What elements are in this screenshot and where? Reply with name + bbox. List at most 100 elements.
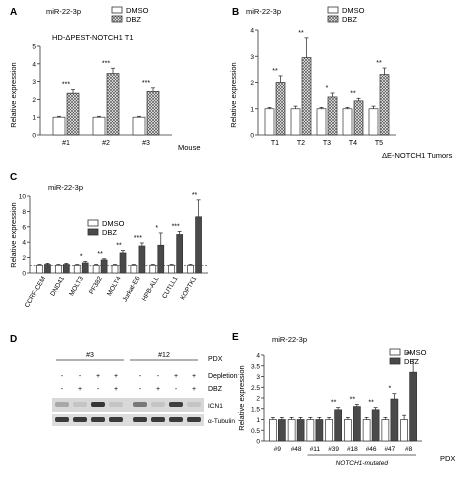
bar-dmso bbox=[130, 264, 138, 274]
lane-mark: - bbox=[79, 373, 82, 380]
lane-mark: + bbox=[96, 373, 100, 380]
category-label: T1 bbox=[271, 140, 279, 147]
bar-dbz bbox=[138, 245, 146, 274]
lane-mark: - bbox=[139, 373, 142, 380]
panel-a-subtitle: HD-ΔPEST-NOTCH1 T1 bbox=[52, 33, 134, 42]
significance-marker: *** bbox=[102, 60, 110, 67]
legend-dmso-swatch bbox=[111, 6, 123, 14]
y-tick-label: 2.5 bbox=[251, 385, 260, 392]
y-tick-label: 0 bbox=[250, 133, 254, 140]
y-tick-label: 8 bbox=[22, 209, 26, 216]
panel-b-title: miR-22-3p bbox=[246, 7, 281, 16]
significance-marker: ** bbox=[97, 251, 103, 258]
tubulin-band bbox=[187, 417, 201, 422]
bar-dmso bbox=[264, 108, 275, 136]
bar-dbz bbox=[100, 259, 108, 274]
category-label: #18 bbox=[347, 446, 358, 453]
icn1-band bbox=[133, 402, 147, 407]
bar-dbz bbox=[44, 264, 51, 274]
legend-dbz-swatch bbox=[111, 15, 123, 23]
group-axis-label: PDX bbox=[208, 356, 223, 363]
bar-dmso bbox=[400, 419, 408, 442]
bar-dmso bbox=[316, 108, 327, 136]
tubulin-band bbox=[73, 417, 87, 422]
tubulin-strip bbox=[52, 414, 204, 426]
panel-label-a: A bbox=[10, 7, 17, 18]
bar-dbz bbox=[409, 371, 417, 442]
lane-mark: - bbox=[175, 386, 178, 393]
bar-dbz bbox=[62, 264, 70, 274]
legend-dbz-label: DBZ bbox=[404, 357, 419, 366]
bar-dmso bbox=[92, 264, 100, 274]
legend-dbz-label: DBZ bbox=[126, 15, 141, 24]
legend-dbz-swatch bbox=[389, 357, 401, 365]
legend-dmso-label: DMSO bbox=[342, 6, 365, 15]
icn1-band bbox=[55, 402, 69, 407]
bar-dmso bbox=[368, 108, 379, 136]
y-tick-label: 2 bbox=[250, 80, 254, 87]
lane-mark: - bbox=[139, 386, 142, 393]
significance-marker: *** bbox=[142, 80, 150, 87]
lane-mark: + bbox=[174, 373, 178, 380]
icn1-band bbox=[151, 402, 165, 407]
lane-mark: - bbox=[157, 373, 160, 380]
icn1-band bbox=[73, 402, 87, 407]
significance-marker: *** bbox=[62, 82, 70, 89]
category-label: #48 bbox=[291, 446, 302, 453]
bar-dmso bbox=[54, 264, 62, 274]
category-label: #1 bbox=[62, 140, 70, 147]
category-label: #3 bbox=[142, 140, 150, 147]
bar-dbz bbox=[301, 57, 312, 136]
bar-dmso bbox=[92, 116, 106, 136]
panel-c-plot: 0 2 4 6 8 10 CCRF-CEM DND41 * MOLT3 ** PF382 ** MOLT4… bbox=[19, 192, 208, 309]
significance-marker: ** bbox=[192, 192, 198, 199]
category-label: #47 bbox=[384, 446, 395, 453]
bar-dbz bbox=[66, 92, 80, 136]
category-label: MOLT3 bbox=[68, 275, 85, 297]
category-label: #39 bbox=[328, 446, 339, 453]
panel-a: miR-22-3p HD-ΔPEST-NOTCH1 T1 DMSO DBZ Re… bbox=[9, 6, 201, 152]
panel-a-title: miR-22-3p bbox=[46, 7, 81, 16]
bar-dbz bbox=[176, 234, 184, 274]
panel-c: miR-22-3p DMSO DBZ Relative expression 0… bbox=[9, 183, 208, 309]
panel-label-c: C bbox=[10, 172, 17, 183]
lane-mark: + bbox=[192, 386, 196, 393]
y-tick-label: 3 bbox=[250, 54, 254, 61]
bar-dbz bbox=[275, 82, 286, 136]
significance-marker: * bbox=[389, 386, 392, 393]
y-tick-label: 2 bbox=[32, 97, 36, 104]
significance-marker: ** bbox=[116, 243, 122, 250]
category-label: PF382 bbox=[88, 275, 104, 295]
legend-dmso-label: DMSO bbox=[404, 348, 427, 357]
panel-a-ylabel: Relative expression bbox=[9, 62, 18, 127]
bar-dmso bbox=[52, 116, 66, 136]
lane-mark: + bbox=[78, 386, 82, 393]
significance-marker: * bbox=[326, 85, 329, 92]
panel-e-ylabel: Relative expression bbox=[237, 365, 246, 430]
significance-marker: ** bbox=[368, 400, 374, 407]
panel-b-legend: DMSO DBZ bbox=[327, 6, 365, 24]
significance-marker: ** bbox=[376, 60, 382, 67]
bar-dmso bbox=[73, 264, 81, 274]
panel-c-title: miR-22-3p bbox=[48, 183, 83, 192]
bar-dbz bbox=[81, 262, 89, 274]
bar-dbz bbox=[353, 100, 364, 136]
bar-dmso bbox=[187, 264, 194, 274]
panel-a-xlabel: Mouse bbox=[178, 143, 201, 152]
tubulin-band bbox=[109, 417, 123, 422]
bar-dbz bbox=[334, 409, 342, 442]
row-label: Depletion bbox=[208, 373, 238, 380]
category-label: #11 bbox=[310, 446, 321, 453]
lane-mark: - bbox=[61, 373, 64, 380]
y-tick-label: 1 bbox=[32, 115, 36, 122]
category-label: HPB-ALL bbox=[141, 275, 161, 302]
y-tick-label: 3 bbox=[32, 79, 36, 86]
bar-dbz bbox=[315, 419, 324, 442]
y-tick-label: 3 bbox=[256, 374, 260, 381]
bar-dmso bbox=[344, 419, 352, 442]
bar-dmso bbox=[381, 419, 390, 442]
y-tick-label: 1.5 bbox=[251, 406, 260, 413]
significance-marker: ** bbox=[406, 351, 412, 358]
bar-dmso bbox=[36, 264, 43, 274]
